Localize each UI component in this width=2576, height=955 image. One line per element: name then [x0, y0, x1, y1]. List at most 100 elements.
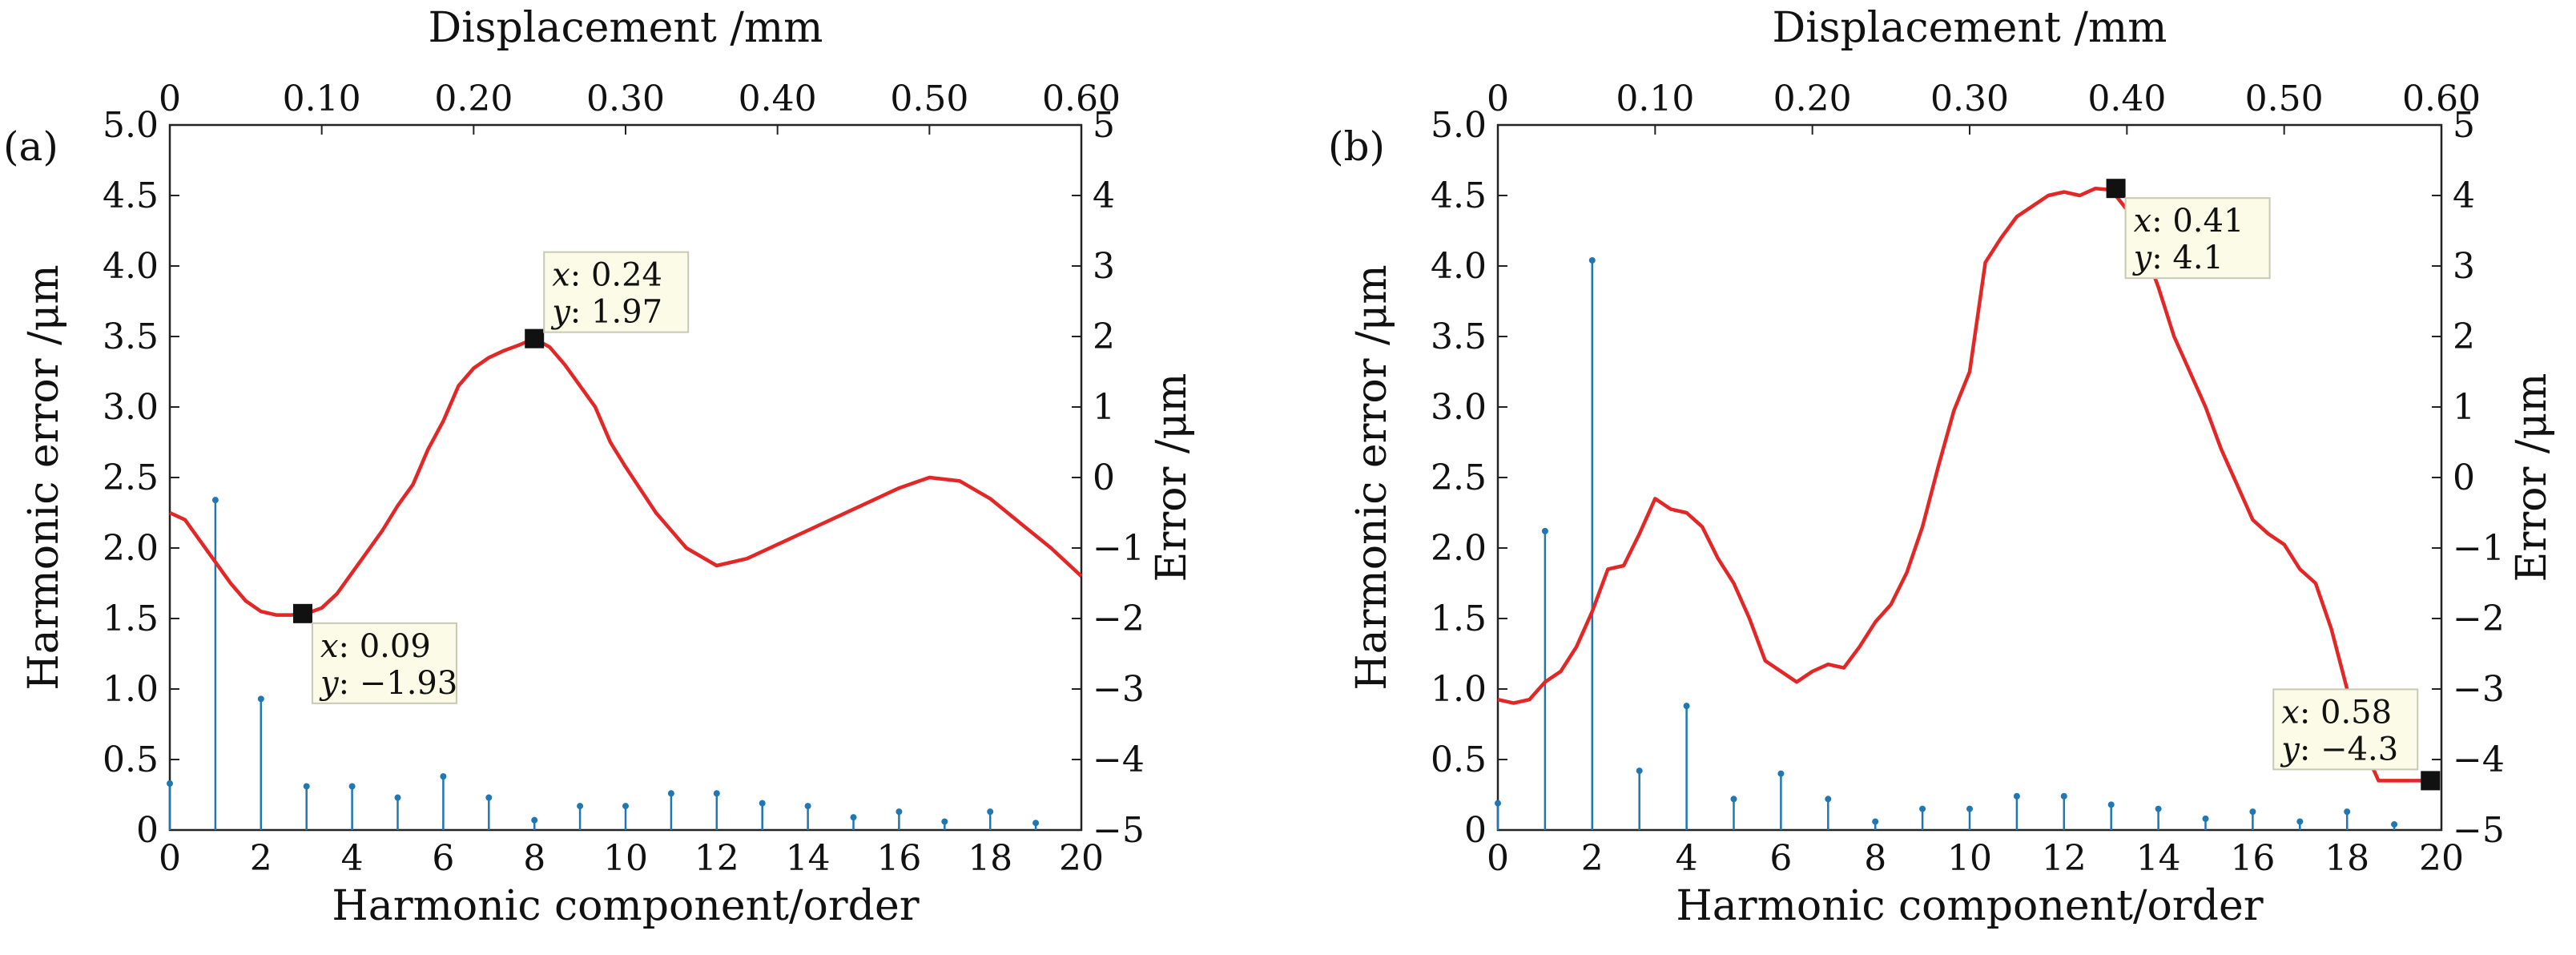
right-y-tick-label: −1 [1093, 528, 1145, 569]
stem-point [2013, 792, 2020, 800]
x-tick-label: 16 [876, 838, 921, 879]
right-y-tick-label: −5 [1093, 810, 1145, 851]
x-tick-label: 0 [159, 838, 181, 879]
x-tick-label: 6 [1769, 838, 1792, 879]
right-y-tick-label: 1 [1093, 387, 1115, 428]
x-tick-label: 4 [1676, 838, 1698, 879]
datatip[interactable]: x: 0.41y: 4.1 [2124, 197, 2271, 280]
top-x-tick-label: 0.50 [890, 79, 968, 119]
datatip-marker[interactable] [2421, 771, 2441, 791]
datatip[interactable]: x: 0.24y: 1.97 [543, 251, 690, 333]
x-tick-label: 0 [1487, 838, 1509, 879]
stem-point [577, 803, 584, 810]
stem-point [2155, 805, 2162, 812]
stem-point [440, 773, 447, 780]
top-x-tick-label: 0.40 [739, 79, 817, 119]
y-tick-label: 2.5 [103, 457, 159, 498]
y-tick-label: 4.5 [1431, 175, 1487, 216]
datatip-box [311, 622, 457, 704]
datatip-y-text: y: −1.93 [319, 665, 457, 702]
stem-point [759, 800, 766, 807]
y-tick-label: 0.5 [103, 739, 159, 780]
right-y-axis-title: Error /μm [1148, 373, 1196, 582]
stem-point [2249, 808, 2256, 816]
datatip-marker[interactable] [292, 603, 312, 623]
datatip-marker[interactable] [525, 328, 545, 349]
y-axis-title: Harmonic error /μm [1348, 264, 1396, 690]
x-tick-label: 16 [2230, 838, 2275, 879]
y-tick-label: 0.5 [1431, 739, 1487, 780]
right-y-tick-label: −3 [2453, 669, 2505, 710]
datatip[interactable]: x: 0.09y: −1.93 [311, 622, 457, 704]
right-y-tick-label: −2 [1093, 598, 1145, 639]
y-tick-label: 1.0 [1431, 669, 1487, 710]
stem-point [941, 818, 948, 825]
datatip-x-text: x: 0.24 [552, 257, 662, 294]
datatip-marker[interactable] [2106, 179, 2126, 199]
datatip[interactable]: x: 0.58y: −4.3 [2272, 688, 2419, 771]
stem-point [1636, 768, 1643, 775]
error-curve [1497, 186, 2426, 783]
x-tick-label: 14 [2136, 838, 2181, 879]
y-tick-label: 0 [136, 810, 159, 851]
datatip-box [2124, 197, 2271, 280]
top-x-tick-label: 0.30 [1930, 79, 2009, 119]
panel-label: (a) [3, 123, 58, 170]
x-tick-label: 4 [341, 838, 364, 879]
right-y-tick-label: 5 [1093, 105, 1115, 146]
stem-point [531, 816, 538, 824]
error-curve [169, 336, 1083, 617]
datatip-x-text: x: 0.58 [2281, 694, 2392, 731]
stem-point [2107, 801, 2115, 808]
x-axis-title: Harmonic component/order [1676, 882, 2263, 930]
right-y-tick-label: −1 [2453, 528, 2505, 569]
x-tick-label: 8 [1864, 838, 1886, 879]
panel-label: (b) [1328, 123, 1385, 170]
right-y-tick-label: −3 [1093, 669, 1145, 710]
y-tick-label: 2.0 [1431, 528, 1487, 569]
y-tick-label: 5.0 [1431, 105, 1487, 146]
y-tick-label: 2.5 [1431, 457, 1487, 498]
y-tick-label: 4.0 [103, 246, 159, 287]
y-tick-label: 3.0 [103, 387, 159, 428]
stem-point [2202, 815, 2209, 822]
x-tick-label: 6 [432, 838, 454, 879]
x-tick-label: 20 [2419, 838, 2464, 879]
stem-point [2391, 820, 2398, 828]
right-y-tick-label: 1 [2453, 387, 2475, 428]
x-tick-label: 18 [2324, 838, 2369, 879]
top-x-tick-label: 0.40 [2087, 79, 2166, 119]
stem-point [394, 794, 401, 801]
y-tick-label: 1.5 [103, 598, 159, 639]
right-y-tick-label: 3 [1093, 246, 1115, 287]
top-x-tick-label: 0 [159, 79, 181, 119]
stem-point [348, 783, 356, 790]
stem-point [1683, 703, 1690, 710]
right-y-tick-label: 4 [1093, 175, 1115, 216]
right-y-tick-label: 0 [2453, 457, 2475, 498]
stem-point [667, 790, 674, 797]
top-x-tick-label: 0.30 [586, 79, 665, 119]
y-tick-label: 1.0 [103, 669, 159, 710]
datatip-box [543, 251, 690, 333]
stem-point [167, 780, 173, 787]
right-y-tick-label: 0 [1093, 457, 1115, 498]
right-y-axis-title: Error /μm [2508, 373, 2556, 582]
top-x-tick-label: 0 [1487, 79, 1509, 119]
stem-point [1919, 805, 1926, 812]
x-tick-label: 20 [1059, 838, 1104, 879]
y-tick-label: 5.0 [103, 105, 159, 146]
stem-point [1495, 800, 1501, 807]
datatip-box [2272, 688, 2419, 771]
stem-point [622, 803, 629, 810]
stem-point [896, 808, 903, 816]
datatip-y-text: y: 1.97 [550, 294, 662, 331]
top-x-tick-label: 0.60 [1042, 79, 1121, 119]
stem-point [1777, 770, 1785, 777]
y-tick-label: 4.0 [1431, 246, 1487, 287]
y-tick-label: 3.5 [1431, 316, 1487, 357]
top-x-tick-label: 0.20 [434, 79, 513, 119]
